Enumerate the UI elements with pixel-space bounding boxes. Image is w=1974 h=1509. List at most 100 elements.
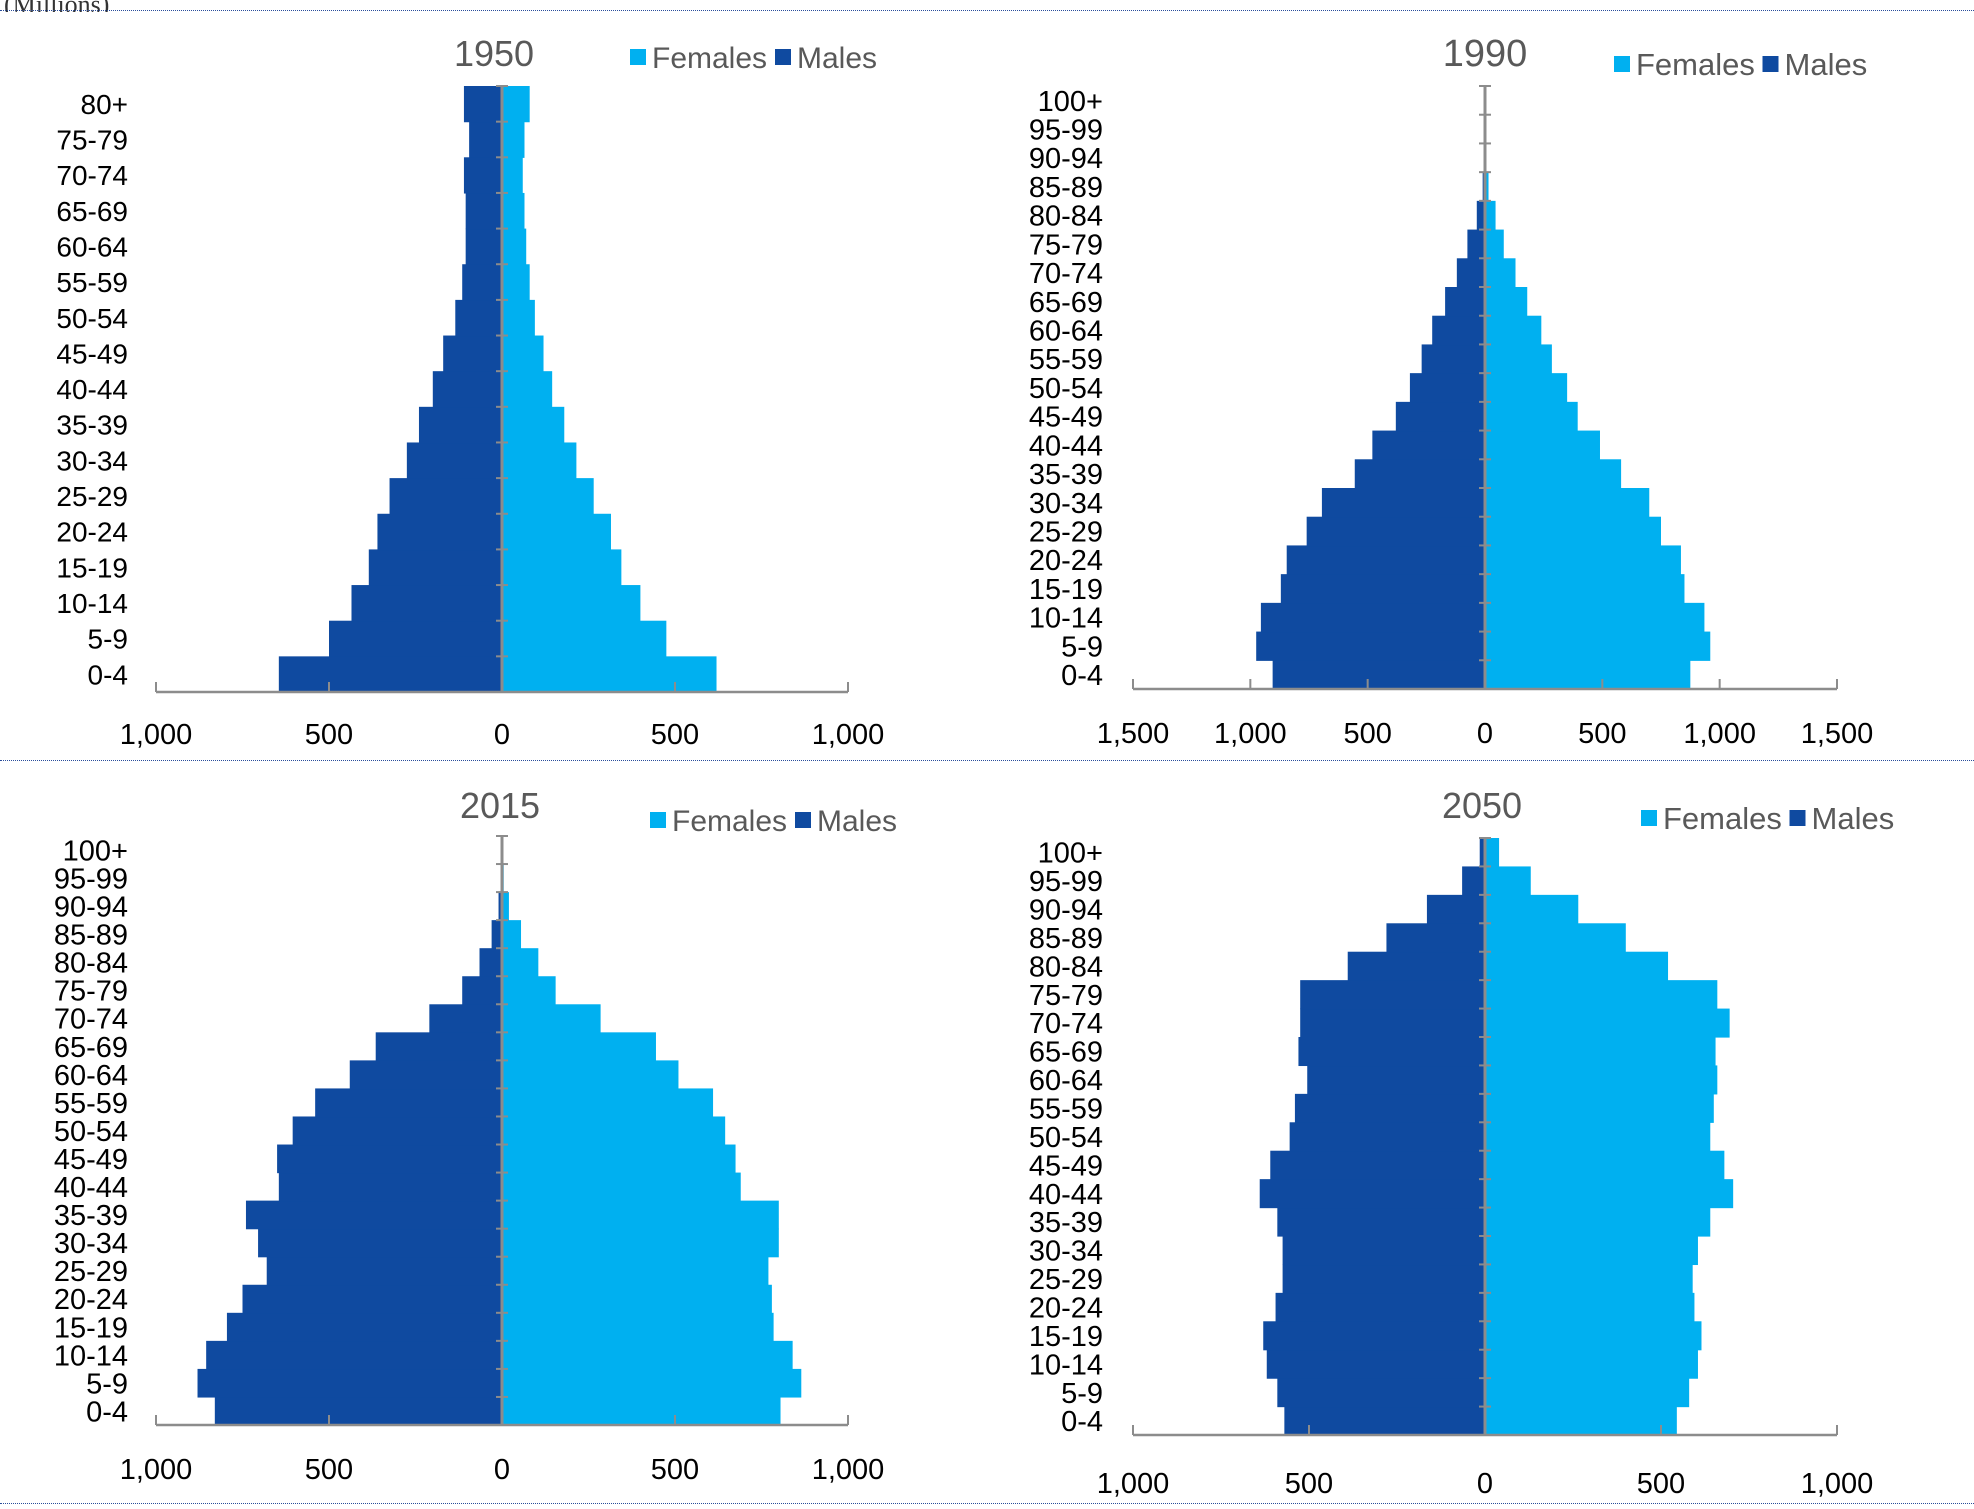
category-label: 80-84 (1029, 951, 1103, 983)
bar-males-50-54 (1409, 373, 1485, 403)
bar-males-90-94 (498, 892, 502, 921)
bar-females-55-59 (502, 1088, 714, 1118)
bar-females-70-74 (1485, 258, 1516, 288)
bar-females-65-69 (1485, 1037, 1716, 1067)
bar-females-65-69 (1485, 287, 1528, 317)
category-label: 15-19 (1029, 1321, 1103, 1353)
bar-females-90-94 (1485, 894, 1579, 924)
category-label: 80-84 (1029, 201, 1103, 233)
category-label: 30-34 (54, 1228, 128, 1260)
bar-males-35-39 (1354, 459, 1485, 489)
bar-females-35-39 (502, 1200, 779, 1230)
bar-males-80-84 (479, 948, 502, 977)
bar-males-25-29 (1282, 1264, 1485, 1294)
bar-females-5-9 (1485, 1378, 1690, 1408)
bar-males-65-69 (1298, 1037, 1485, 1067)
category-label: 80-84 (54, 948, 128, 980)
bar-females-0-4 (1485, 660, 1691, 690)
bar-males-5-9 (329, 620, 502, 657)
bar-males-55-59 (462, 264, 502, 301)
bar-males-0-4 (1272, 660, 1485, 690)
category-label: 20-24 (1029, 545, 1103, 577)
category-label: 25-29 (54, 1256, 128, 1288)
category-label: 30-34 (1029, 488, 1103, 520)
panel-divider (0, 10, 1974, 11)
category-label: 100+ (1038, 838, 1103, 870)
x-tick-label: 0 (494, 1454, 510, 1486)
category-label: 60-64 (1029, 316, 1103, 348)
bar-females-35-39 (1485, 1207, 1711, 1237)
x-tick-label: 500 (651, 719, 699, 751)
bar-males-95-99 (1462, 866, 1485, 896)
bar-females-60-64 (502, 228, 527, 265)
bar-females-0-4 (1485, 1406, 1677, 1436)
bar-males-10-14 (1266, 1349, 1485, 1379)
bar-females-25-29 (502, 1256, 769, 1286)
category-label: 5-9 (1061, 631, 1103, 663)
x-tick-label: 0 (494, 719, 510, 751)
category-label: 55-59 (56, 267, 128, 298)
category-label: 75-79 (54, 976, 128, 1008)
bar-males-100+ (1479, 838, 1485, 868)
legend-swatch-males (1762, 56, 1779, 72)
bar-females-10-14 (502, 1340, 793, 1370)
category-label: 45-49 (56, 338, 128, 369)
bar-females-75-79 (1485, 229, 1504, 259)
bar-females-5-9 (1485, 631, 1711, 661)
category-label: 15-19 (54, 1312, 128, 1344)
category-label: 15-19 (1029, 574, 1103, 606)
bar-males-15-19 (1280, 574, 1485, 604)
category-label: 35-39 (1029, 1207, 1103, 1239)
bar-females-30-34 (502, 442, 577, 479)
bar-males-15-19 (226, 1312, 502, 1342)
legend-label-females: Females (1636, 47, 1755, 82)
bar-males-20-24 (377, 513, 502, 551)
x-tick-label: 1,000 (1801, 1468, 1874, 1500)
bar-females-80-84 (1485, 200, 1496, 231)
bar-females-80+ (502, 86, 530, 123)
panel-divider (0, 760, 1974, 761)
bar-females-90-94 (502, 892, 509, 921)
category-label: 20-24 (54, 1284, 128, 1316)
category-label: 60-64 (1029, 1065, 1103, 1097)
legend-swatch-males (1789, 810, 1806, 826)
bar-females-20-24 (1485, 1292, 1695, 1322)
bar-males-40-44 (432, 371, 502, 408)
category-label: 85-89 (54, 920, 128, 952)
category-label: 40-44 (1029, 1179, 1103, 1211)
legend-label-females: Females (652, 42, 767, 75)
bar-males-25-29 (389, 478, 502, 515)
category-label: 25-29 (1029, 1264, 1103, 1296)
bar-males-40-44 (1372, 430, 1485, 460)
bar-males-20-24 (242, 1284, 502, 1314)
category-label: 55-59 (1029, 344, 1103, 376)
bar-males-45-49 (443, 335, 502, 372)
bar-females-25-29 (1485, 516, 1661, 547)
chart-title: 1990 (1443, 33, 1528, 75)
bar-females-40-44 (502, 1172, 741, 1202)
x-tick-label: 500 (1285, 1468, 1333, 1500)
bar-males-25-29 (266, 1256, 502, 1286)
bar-males-75-79 (1467, 229, 1485, 259)
category-label: 45-49 (54, 1144, 128, 1176)
bar-females-40-44 (1485, 430, 1600, 460)
bar-males-45-49 (277, 1144, 502, 1174)
chart-title: 2015 (460, 785, 540, 826)
bar-males-5-9 (1256, 631, 1485, 661)
x-tick-label: 0 (1477, 718, 1493, 750)
bar-females-10-14 (502, 585, 641, 622)
bar-males-45-49 (1270, 1150, 1485, 1180)
bar-females-80-84 (502, 948, 539, 977)
bar-females-45-49 (502, 335, 544, 372)
bar-females-50-54 (1485, 1122, 1711, 1152)
category-label: 25-29 (1029, 517, 1103, 549)
category-label: 65-69 (56, 196, 128, 227)
category-label: 10-14 (54, 1340, 128, 1372)
category-label: 85-89 (1029, 172, 1103, 204)
header-fragment: (Millions) (4, 0, 109, 12)
bar-females-40-44 (1485, 1179, 1734, 1209)
legend-label-males: Males (1785, 47, 1868, 82)
x-tick-label: 500 (305, 719, 353, 751)
